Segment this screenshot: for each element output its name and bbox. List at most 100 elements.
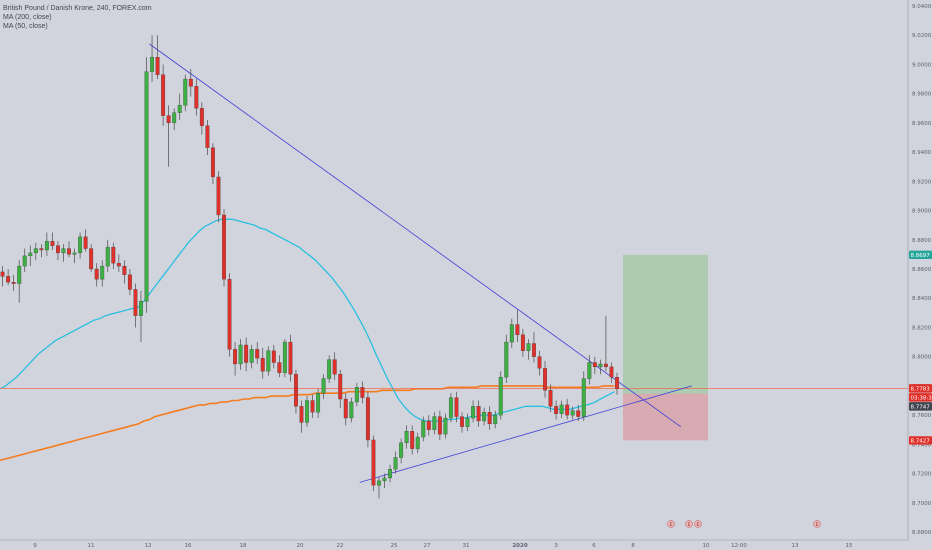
candle[interactable] [615,372,619,395]
economic-event-marker[interactable]: E [813,520,821,528]
candle[interactable] [576,404,581,421]
candle[interactable] [581,371,586,421]
candle[interactable] [294,369,298,414]
candle[interactable] [432,412,437,435]
candle[interactable] [61,244,66,262]
candle[interactable] [360,381,365,404]
candle[interactable] [509,318,514,348]
ma200-legend[interactable]: MA (200, close) [3,14,52,21]
candle[interactable] [144,57,149,313]
candle[interactable] [17,260,22,303]
candle[interactable] [410,425,415,455]
candle[interactable] [78,232,83,259]
candle[interactable] [310,394,315,419]
candle[interactable] [332,352,337,381]
candle[interactable] [404,425,409,449]
candle[interactable] [249,344,254,369]
candle[interactable] [321,374,326,400]
candle[interactable] [338,369,343,408]
candle[interactable] [0,266,5,287]
candle[interactable] [155,35,160,80]
candle[interactable] [343,393,348,426]
candle[interactable] [377,476,381,499]
candle[interactable] [399,438,404,464]
candle[interactable] [349,397,354,423]
candle[interactable] [426,415,431,436]
candle[interactable] [548,384,553,413]
candle[interactable] [382,473,387,489]
candle[interactable] [216,171,221,223]
candle[interactable] [526,339,531,360]
candle[interactable] [83,229,88,252]
candle[interactable] [565,399,570,420]
candle[interactable] [316,388,321,419]
candle[interactable] [238,339,243,370]
ma50-legend[interactable]: MA (50, close) [3,23,48,30]
candle[interactable] [282,339,287,378]
economic-event-marker[interactable]: E [694,520,702,528]
candle[interactable] [543,361,547,398]
candle[interactable] [11,274,16,291]
candle[interactable] [100,260,105,287]
candle[interactable] [603,315,608,372]
candle[interactable] [39,244,44,258]
candle[interactable] [415,432,420,454]
candle[interactable] [471,400,476,423]
candle[interactable] [50,232,55,251]
candle[interactable] [139,290,143,343]
stop-zone[interactable] [623,393,708,441]
candle[interactable] [133,283,138,328]
candle[interactable] [393,451,398,474]
candle[interactable] [465,413,470,432]
candle[interactable] [161,64,166,126]
candle[interactable] [183,74,188,112]
candle[interactable] [210,143,215,185]
candle[interactable] [437,410,442,440]
economic-event-marker[interactable]: E [667,520,675,528]
candle[interactable] [188,68,193,97]
candle[interactable] [44,232,49,256]
candle[interactable] [266,346,271,376]
candle[interactable] [476,400,481,427]
candle[interactable] [6,269,11,286]
candle[interactable] [537,350,542,376]
candle[interactable] [609,362,614,383]
candle[interactable] [199,102,204,135]
candle[interactable] [111,242,116,269]
candle[interactable] [260,347,265,379]
candle[interactable] [116,254,121,272]
candle[interactable] [22,248,27,272]
candle[interactable] [72,248,77,264]
trendline-descending[interactable] [149,43,682,428]
candle[interactable] [554,400,559,420]
candle[interactable] [56,241,60,261]
candle[interactable] [482,407,487,426]
candle[interactable] [354,382,359,407]
candle[interactable] [105,239,110,272]
candle[interactable] [592,356,597,375]
candle[interactable] [598,359,603,375]
candle[interactable] [515,309,520,343]
target-zone[interactable] [623,254,708,394]
candle[interactable] [460,412,464,433]
candle[interactable] [388,464,392,483]
candle[interactable] [365,391,370,448]
candle[interactable] [493,410,498,429]
candle[interactable] [305,396,309,427]
candle[interactable] [227,273,232,357]
candle[interactable] [371,435,376,492]
candle[interactable] [448,393,453,423]
candle[interactable] [271,344,276,369]
candle[interactable] [244,337,249,372]
candle[interactable] [28,245,33,267]
candle[interactable] [587,355,592,385]
candle[interactable] [177,93,182,120]
candle[interactable] [504,334,509,383]
candle[interactable] [194,79,199,116]
candle[interactable] [498,371,503,420]
candle[interactable] [255,342,260,364]
economic-event-marker[interactable]: E [685,520,693,528]
candle[interactable] [127,269,132,296]
